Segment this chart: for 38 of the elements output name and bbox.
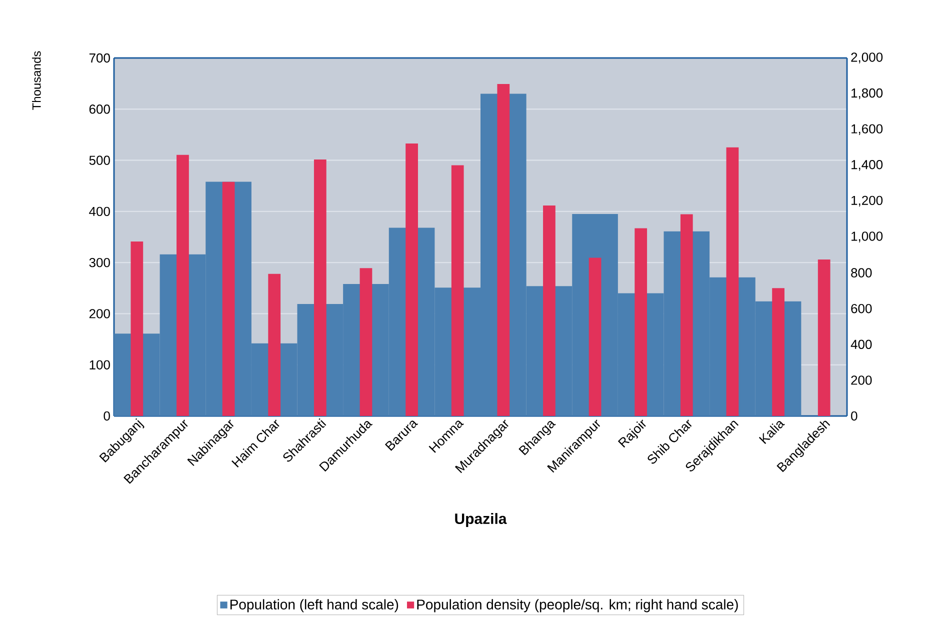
y-tick-label: 400 [89,206,110,216]
y-tick-label: 700 [89,53,110,63]
bar [772,288,784,416]
y2-tick-label: 2,000 [851,52,883,64]
y2-tick-label: 1,800 [852,88,883,100]
bar [634,228,648,416]
y-tick-label: 500 [89,156,110,165]
y-axis-title: Thousands [32,51,41,110]
y2-tick-label: 400 [850,340,872,349]
y2-tick-label: 1,600 [852,124,883,135]
y2-tick-label: 1,200 [852,196,883,207]
y-tick-label: 600 [89,104,110,114]
bar [176,154,189,416]
y-tick-label: 300 [89,258,110,268]
y2-tick-label: 200 [851,376,872,385]
bar [268,274,281,416]
bar [588,258,602,416]
bar [360,268,372,416]
bar [543,205,556,416]
bar [222,182,235,416]
bar [497,84,510,416]
bar [726,147,739,416]
legend-label: Population (left hand scale) [230,599,398,612]
y2-tick-label: 600 [851,304,872,314]
y2-tick-label: 1,000 [852,232,883,242]
bar [406,144,418,416]
bar [314,159,326,416]
y-tick-label: 100 [90,360,110,370]
y-tick-label: 200 [89,309,110,318]
bar [818,260,830,416]
y2-tick-label: 0 [851,411,858,421]
legend-label: Population density (people/sq. km; right hand scale) [417,599,738,612]
x-axis-title: Upazila [455,513,507,528]
bar [680,214,693,416]
bar [130,241,144,416]
bar [451,165,464,416]
y2-tick-label: 800 [851,268,872,278]
y2-tick-label: 1,400 [852,160,883,171]
